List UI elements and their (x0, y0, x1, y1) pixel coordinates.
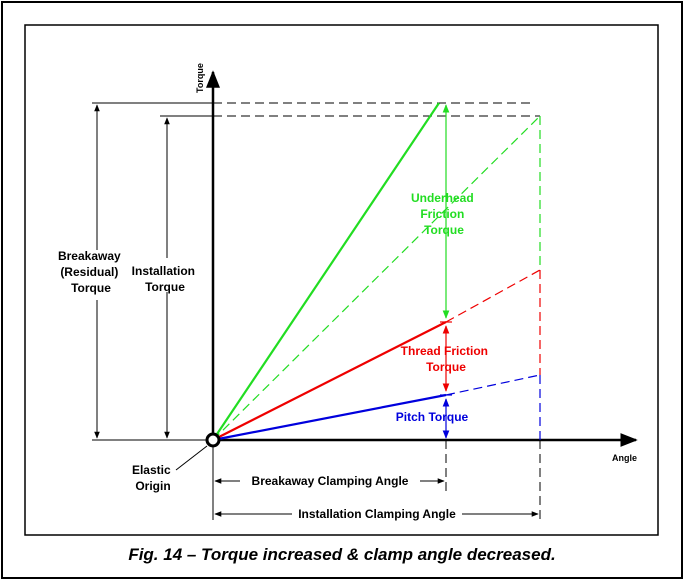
installation-torque-label: Installation Torque (132, 264, 199, 294)
breakaway-angle-label: Breakaway Clamping Angle (252, 474, 409, 488)
elastic-origin-marker (205, 432, 221, 448)
red-installation-line (445, 269, 541, 323)
blue-installation-line (445, 374, 541, 396)
pitch-torque-label: Pitch Torque (396, 410, 469, 424)
underhead-label: Underhead Friction Torque (411, 191, 477, 237)
installation-angle-label: Installation Clamping Angle (298, 507, 456, 521)
figure-caption: Fig. 14 – Torque increased & clamp angle… (128, 545, 555, 564)
red-breakaway-line (212, 321, 447, 441)
y-axis-label: Torque (195, 63, 205, 93)
elastic-origin-leader (175, 445, 208, 471)
x-axis-label: Angle (612, 453, 637, 463)
inner-border (24, 24, 659, 536)
green-breakaway-line (212, 102, 440, 441)
green-installation-line (212, 115, 541, 441)
breakaway-torque-label: Breakaway (Residual) Torque (58, 249, 124, 295)
blue-breakaway-line (212, 393, 447, 442)
thread-friction-label: Thread Friction Torque (401, 344, 492, 374)
elastic-origin-label: Elastic Origin (132, 463, 174, 493)
